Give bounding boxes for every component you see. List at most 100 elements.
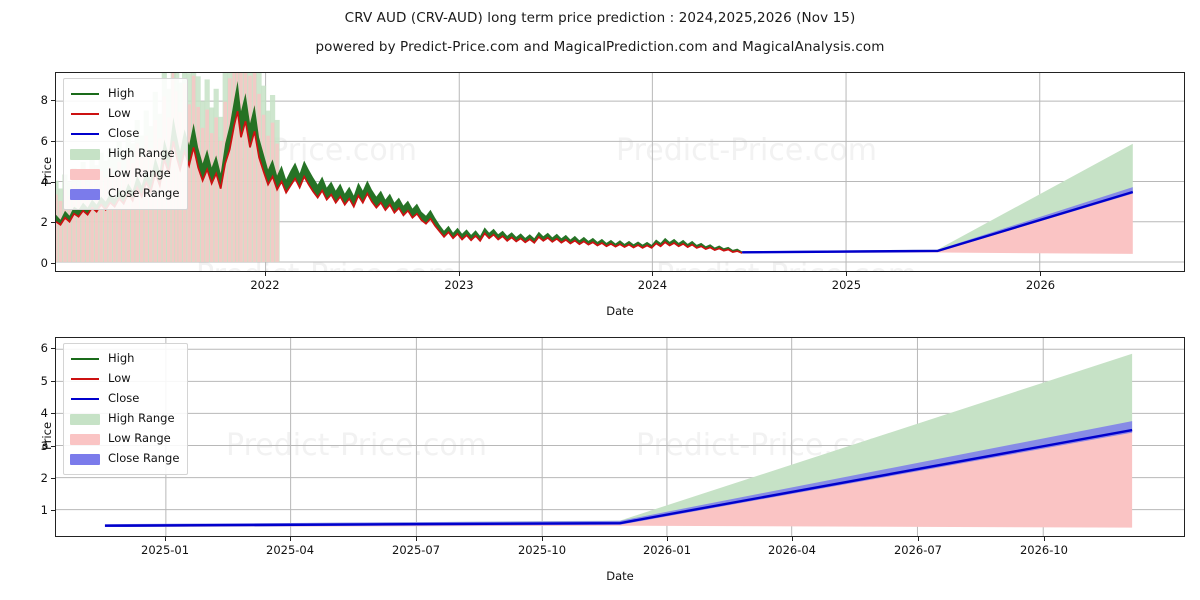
y-tick-mark [51,510,55,512]
plot-canvas-top [56,73,1184,271]
plot-area-bottom: Predict-Price.com Predict-Price.com [55,337,1185,537]
legend-swatch-close-range-icon [70,188,100,200]
y-tick-label: 0 [40,255,48,270]
y-tick-mark [51,262,55,264]
legend-label: High Range [108,146,175,161]
y-tick-label: 8 [40,93,48,108]
x-axis-label-bottom: Date [606,569,634,583]
legend-label: High Range [108,411,175,426]
legend-swatch-high-range-icon [70,148,100,160]
close-forecast-line [105,430,1132,526]
title-block: CRV AUD (CRV-AUD) long term price predic… [0,0,1200,55]
legend-top: High Low Close High Range Low Range Close Ran… [63,78,189,210]
legend-item-high-range: High Range [70,144,179,164]
legend-label: High [108,351,135,366]
y-tick-label: 4 [40,174,48,189]
x-tick-mark [264,272,266,276]
legend-swatch-high-range-icon [70,413,100,425]
legend-swatch-low-icon [70,373,100,385]
y-tick-label: 6 [40,134,48,149]
y-tick-mark [51,141,55,143]
y-tick-mark [51,478,55,479]
legend-item-low: Low [70,104,179,124]
x-tick-label: 2022 [250,278,280,292]
y-tick-label: 2 [40,215,48,230]
x-tick-mark [917,537,919,541]
legend-item-high: High [70,84,179,104]
legend-item-low: Low [70,369,179,389]
x-tick-mark [652,272,654,276]
y-tick-label: 2 [40,471,48,485]
legend-item-high-range: High Range [70,409,179,429]
y-tick-mark [51,100,55,102]
legend-label: Close [108,126,140,141]
x-tick-mark [542,537,544,541]
legend-label: Close [108,391,140,406]
legend-swatch-high-icon [70,353,100,365]
legend-swatch-low-range-icon [70,168,100,180]
legend-label: Low Range [108,166,171,181]
band-high-range [742,143,1133,253]
y-tick-label: 1 [40,503,48,518]
legend-item-close: Close [70,389,179,409]
x-tick-label: 2025-04 [266,543,315,557]
x-tick-label: 2023 [444,278,474,292]
legend-label: Low Range [108,431,171,446]
band-high-range [104,353,1133,526]
legend-item-close-range: Close Range [70,184,179,204]
y-tick-label: 6 [40,341,48,356]
legend-swatch-close-icon [70,393,100,405]
legend-item-close: Close [70,124,179,144]
legend-item-high: High [70,349,179,369]
x-tick-label: 2025-07 [392,543,441,557]
legend-swatch-close-range-icon [70,453,100,465]
y-tick-mark [51,222,55,224]
chart-panel-top: Predict-Price.comPredict-Price.comPredic… [40,72,1185,318]
x-tick-mark [165,537,167,541]
band-low-range [104,430,1133,528]
page-title: CRV AUD (CRV-AUD) long term price predic… [344,10,856,26]
plot-canvas-bottom [56,338,1184,536]
legend-swatch-close-icon [70,128,100,140]
x-tick-label: 2026-01 [642,543,692,557]
x-tick-label: 2026-04 [767,543,817,557]
x-tick-label: 2025 [831,278,862,292]
x-tick-label: 2025-10 [517,543,567,557]
y-tick-mark [51,348,55,350]
y-tick-mark [51,181,55,183]
x-tick-mark [458,272,460,276]
plot-area-top: Predict-Price.comPredict-Price.comPredic… [55,72,1185,272]
legend-label: Low [108,106,131,121]
chart-panel-bottom: Predict-Price.com Predict-Price.com High L… [40,337,1185,583]
y-tick-label: 5 [40,373,48,388]
x-tick-mark [1043,537,1045,541]
legend-item-low-range: Low Range [70,164,179,184]
x-tick-label: 2026-07 [893,543,942,557]
legend-item-low-range: Low Range [70,429,179,449]
x-tick-mark [846,272,848,276]
band-low-range [742,192,1133,254]
x-tick-label: 2026-10 [1019,543,1068,557]
x-tick-mark [416,537,418,541]
close-forecast-line [742,192,1133,252]
page-subtitle: powered by Predict-Price.com and Magical… [315,39,885,55]
x-tick-label: 2024 [637,278,668,292]
x-tick-mark [290,537,292,541]
y-tick-label: 3 [40,438,48,453]
y-tick-mark [51,380,55,382]
y-tick-mark [51,413,55,415]
y-tick-label: 4 [40,406,48,421]
legend-label: Low [108,371,131,386]
legend-item-close-range: Close Range [70,449,179,469]
legend-label: High [108,86,135,101]
legend-bottom: High Low Close High Range Low Range Close Ran… [63,343,189,475]
x-tick-mark [791,537,793,541]
x-tick-label: 2025-01 [141,543,190,557]
x-axis-label-top: Date [606,304,634,318]
y-tick-mark [51,445,55,447]
legend-label: Close Range [108,186,180,201]
x-tick-mark [667,537,668,541]
x-tick-mark [1040,272,1042,276]
x-tick-label: 2026 [1025,278,1056,292]
